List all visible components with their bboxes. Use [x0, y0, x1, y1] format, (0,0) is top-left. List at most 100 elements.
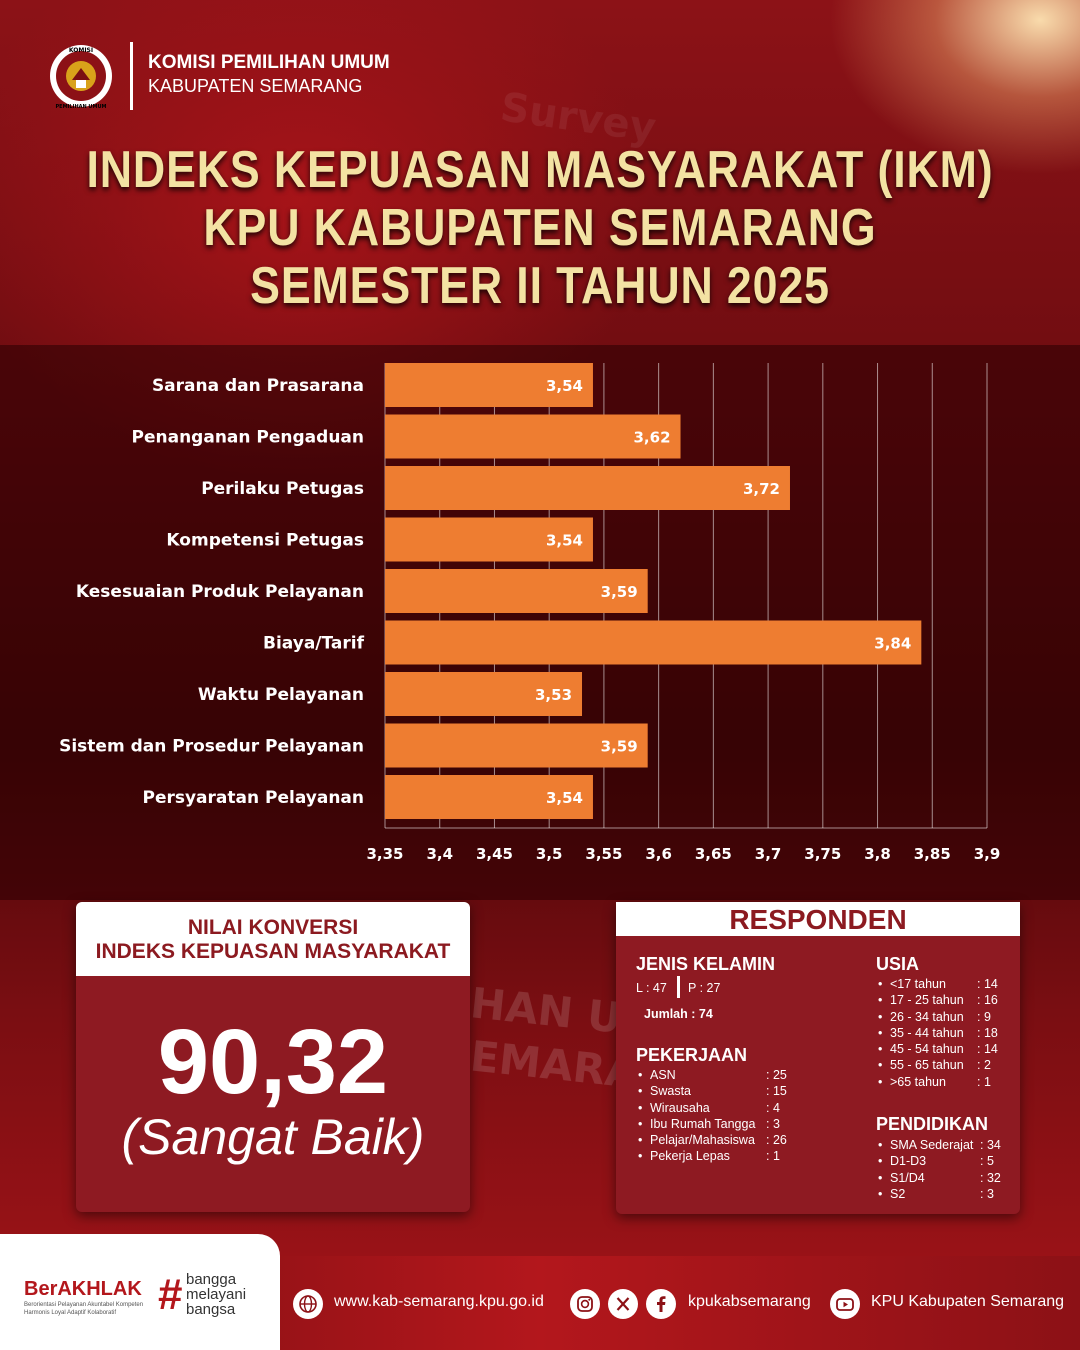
slogan-1: bangga: [186, 1271, 237, 1288]
berakhlak-subtitle-2: Harmonis Loyal Adaptif Kolaboratif: [24, 1310, 117, 1316]
value-label: 3,54: [546, 789, 583, 807]
usia-list: <17 tahun : 14 17 - 25 tahun : 1626 - 34 ta…: [876, 976, 1016, 1090]
value-label: 3,59: [601, 583, 638, 601]
hashtag-icon: #: [158, 1270, 183, 1319]
list-item-label: 17 - 25 tahun: [890, 993, 964, 1008]
male-count: L : 47: [636, 981, 667, 995]
category-label: Kesesuaian Produk Pelayanan: [76, 582, 364, 602]
x-tick-label: 3,4: [426, 845, 453, 863]
slogan-3: bangsa: [186, 1301, 236, 1318]
list-item-value: : 1: [977, 1074, 991, 1089]
list-item: 17 - 25 tahun : 16: [876, 992, 1016, 1009]
footer-branding-panel: [0, 1234, 280, 1350]
berakhlak-subtitle-1: Berorientasi Pelayanan Akuntabel Kompete…: [24, 1302, 144, 1308]
title-line-3: SEMESTER II TAHUN 2025: [250, 257, 830, 315]
list-item-label: SMA Sederajat: [890, 1138, 974, 1152]
social-handle-link[interactable]: kpukabsemarang: [688, 1293, 811, 1310]
list-item-label: Pelajar/Mahasiswa: [650, 1133, 755, 1148]
category-label: Sarana dan Prasarana: [152, 376, 364, 396]
youtube-channel-link[interactable]: KPU Kabupaten Semarang: [871, 1293, 1065, 1310]
nilai-konversi-card: NILAI KONVERSI INDEKS KEPUASAN MASYARAKA…: [76, 902, 470, 1212]
ikm-category: (Sangat Baik): [121, 1109, 425, 1165]
bar: [385, 363, 593, 407]
list-item: <17 tahun : 14: [876, 976, 1016, 993]
list-item-label: Pekerja Lepas: [650, 1149, 730, 1164]
list-item: 26 - 34 tahun: 9: [876, 1009, 1016, 1026]
org-region: KABUPATEN SEMARANG: [148, 76, 363, 96]
x-tick-label: 3,6: [645, 845, 672, 863]
facebook-icon[interactable]: [646, 1289, 676, 1319]
value-label: 3,54: [546, 377, 583, 395]
list-item: 55 - 65 tahun: 2: [876, 1057, 1016, 1074]
value-label: 3,54: [546, 532, 583, 550]
category-label: Sistem dan Prosedur Pelayanan: [59, 737, 364, 757]
instagram-icon[interactable]: [570, 1289, 600, 1319]
list-item-value: : 14: [977, 977, 998, 991]
value-label: 3,84: [874, 635, 911, 653]
list-item-label: 55 - 65 tahun: [890, 1058, 964, 1073]
respondent-total: Jumlah : 74: [644, 1007, 713, 1021]
list-item-label: Ibu Rumah Tangga: [650, 1116, 756, 1131]
category-label: Persyaratan Pelayanan: [142, 788, 364, 808]
x-tick-label: 3,65: [695, 845, 732, 863]
value-label: 3,59: [601, 738, 638, 756]
list-item-value: : 4: [766, 1100, 780, 1115]
responden-card: RESPONDEN JENIS KELAMIN L : 47 P : 27 Ju…: [616, 902, 1020, 1214]
list-item-label: 45 - 54 tahun: [890, 1042, 964, 1057]
list-item-value: : 14: [977, 1042, 998, 1057]
category-label: Perilaku Petugas: [201, 479, 364, 499]
pekerjaan-list: ASN: 25Swasta: 15Wirausaha: 4Ibu Rumah T…: [636, 1067, 836, 1165]
list-item: Swasta: 15: [636, 1083, 836, 1100]
list-item: Wirausaha : 4: [636, 1100, 836, 1117]
bar: [385, 620, 922, 665]
bar: [385, 775, 593, 819]
value-label: 3,72: [743, 480, 780, 498]
nilai-heading-1: NILAI KONVERSI: [187, 916, 359, 939]
bar: [385, 569, 648, 613]
website-link[interactable]: www.kab-semarang.kpu.go.id: [334, 1293, 544, 1310]
list-item-value: : 9: [977, 1009, 991, 1024]
list-item: 35 - 44 tahun: 18: [876, 1025, 1016, 1042]
globe-icon[interactable]: [293, 1289, 323, 1319]
bar: [385, 672, 583, 716]
list-item: S1/D4: 32: [876, 1170, 1016, 1187]
list-item-label: <17 tahun: [890, 977, 946, 991]
list-item-label: S2: [890, 1186, 906, 1201]
ikm-bar-chart: 3,35 3,4 3,45 3,5 3,55 3,6 3,65 3,7 3,75 3,8 3,85 3…: [59, 363, 1000, 863]
x-tick-label: 3,45: [476, 845, 513, 863]
bar: [385, 466, 790, 510]
list-item-value: : 5: [980, 1154, 994, 1169]
list-item-value: : 16: [977, 993, 998, 1008]
responden-header: [616, 902, 1020, 936]
list-item: SMA Sederajat: 34: [876, 1137, 1016, 1154]
list-item-value: : 25: [766, 1068, 787, 1082]
list-item-label: D1-D3: [890, 1154, 927, 1169]
x-tick-label: 3,85: [914, 845, 951, 863]
youtube-icon[interactable]: [830, 1289, 860, 1319]
x-tick-label: 3,75: [804, 845, 841, 863]
title-line-1: INDEKS KEPUASAN MASYARAKAT (IKM): [86, 141, 994, 199]
list-item: >65 tahun : 1: [876, 1074, 1016, 1091]
responden-title: RESPONDEN: [729, 904, 907, 935]
list-item-value: : 15: [766, 1084, 787, 1099]
list-item-value: : 26: [766, 1133, 787, 1148]
value-label: 3,62: [634, 429, 671, 447]
nilai-card-header: [76, 902, 470, 976]
title-line-2: KPU KABUPATEN SEMARANG: [203, 199, 877, 257]
category-label: Biaya/Tarif: [263, 634, 365, 654]
list-item: S2: 3: [876, 1186, 1016, 1203]
logo-text-top: KOMISI: [69, 47, 93, 54]
ikm-score: 90,32: [157, 1011, 389, 1113]
list-item-label: >65 tahun: [890, 1074, 946, 1089]
list-item-label: Wirausaha: [650, 1100, 710, 1115]
bar: [385, 517, 593, 562]
list-item: Pekerja Lepas: 1: [636, 1148, 836, 1165]
category-label: Penanganan Pengaduan: [132, 428, 364, 448]
female-count: P : 27: [688, 981, 721, 995]
x-tick-label: 3,5: [536, 845, 563, 863]
pendidikan-list: SMA Sederajat: 34 D1-D3 : 5 S1/D4: 32 S2: 3: [876, 1137, 1016, 1202]
x-icon[interactable]: [608, 1289, 638, 1319]
x-tick-label: 3,7: [755, 845, 782, 863]
list-item-value: : 18: [977, 1025, 998, 1040]
kpu-logo: KOMISI PEMILIHAN UMUM: [50, 45, 112, 110]
